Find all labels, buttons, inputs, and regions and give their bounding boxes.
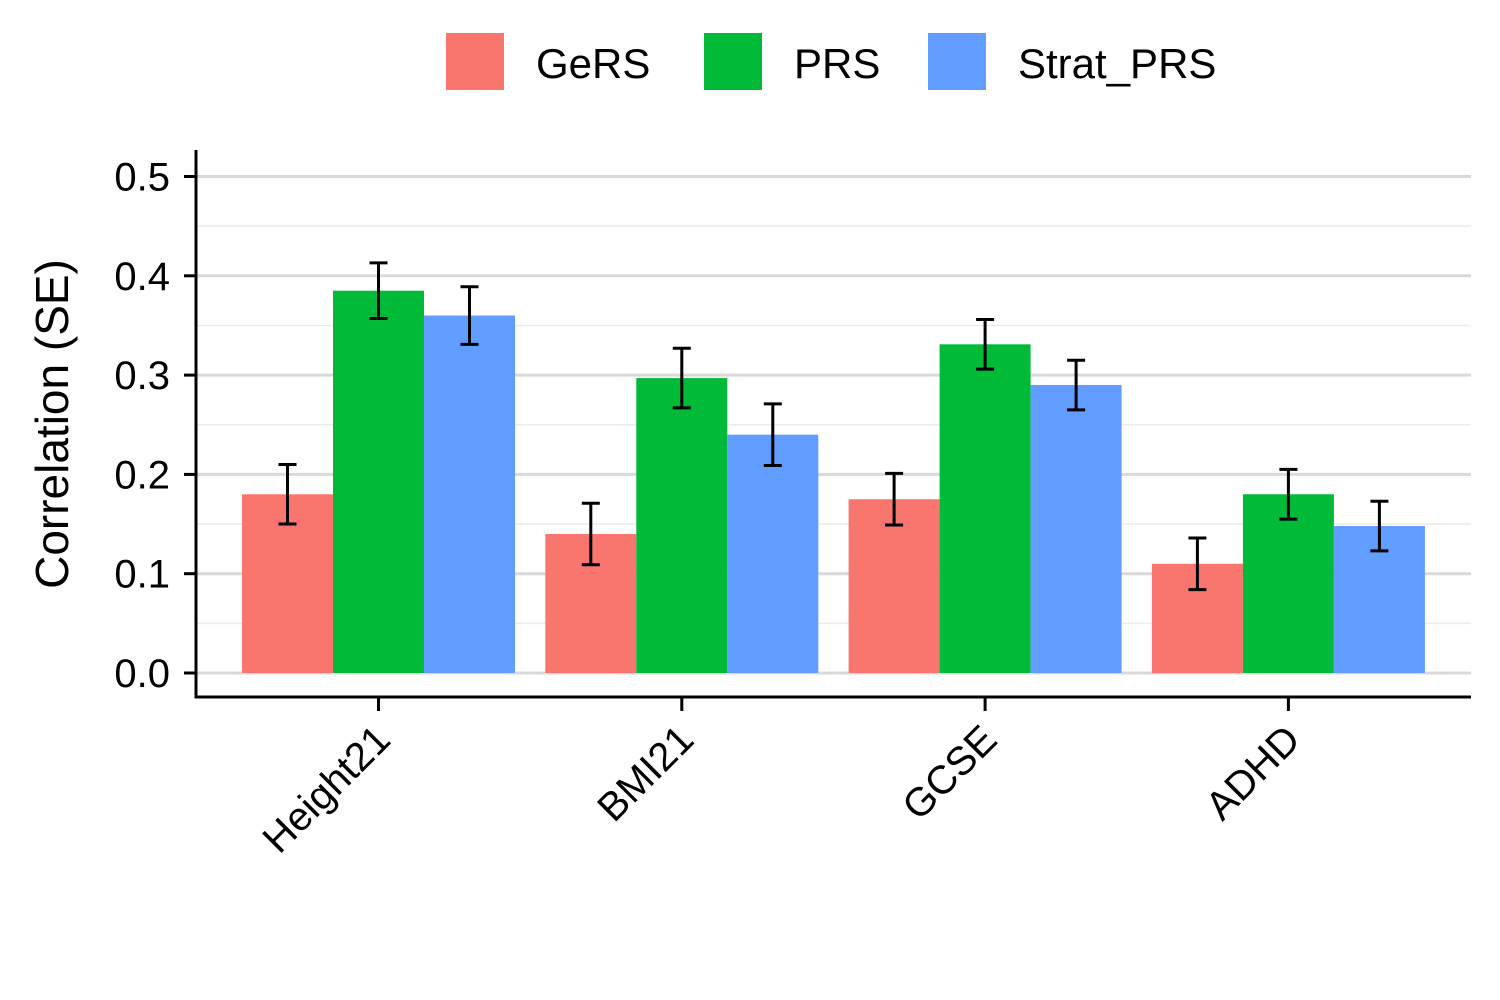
y-tick-label: 0.3 — [114, 354, 170, 398]
legend-label: GeRS — [536, 40, 650, 87]
bar — [1030, 385, 1122, 673]
y-axis-title: Correlation (SE) — [26, 259, 78, 589]
x-tick-label: Height21 — [255, 717, 399, 861]
bars — [242, 290, 1425, 673]
x-tick-label: ADHD — [1198, 717, 1309, 828]
bar — [939, 344, 1031, 673]
axes — [194, 150, 1471, 699]
legend-swatch — [446, 33, 504, 90]
y-tick-label: 0.0 — [114, 652, 170, 696]
bar — [848, 499, 940, 673]
x-tick-label: GCSE — [894, 717, 1005, 828]
y-axis-ticks: 0.0 0.1 0.2 0.3 0.4 0.5 — [114, 156, 196, 696]
error-bars — [278, 261, 1389, 592]
bar — [636, 378, 728, 673]
x-axis-ticks: Height21 BMI21 GCSE ADHD — [255, 698, 1309, 862]
bar — [1242, 494, 1334, 673]
x-tick-label: BMI21 — [589, 717, 702, 830]
bar — [727, 434, 819, 673]
bar — [424, 315, 515, 673]
legend-label: Strat_PRS — [1018, 40, 1216, 87]
legend-label: PRS — [794, 40, 880, 87]
legend-swatch — [928, 33, 986, 90]
y-tick-label: 0.2 — [114, 453, 170, 497]
bar — [333, 290, 424, 673]
legend: GeRS PRS Strat_PRS — [446, 33, 1216, 90]
legend-swatch — [704, 33, 762, 90]
y-tick-label: 0.1 — [114, 553, 170, 597]
y-tick-label: 0.4 — [114, 255, 170, 299]
y-tick-label: 0.5 — [114, 156, 170, 200]
